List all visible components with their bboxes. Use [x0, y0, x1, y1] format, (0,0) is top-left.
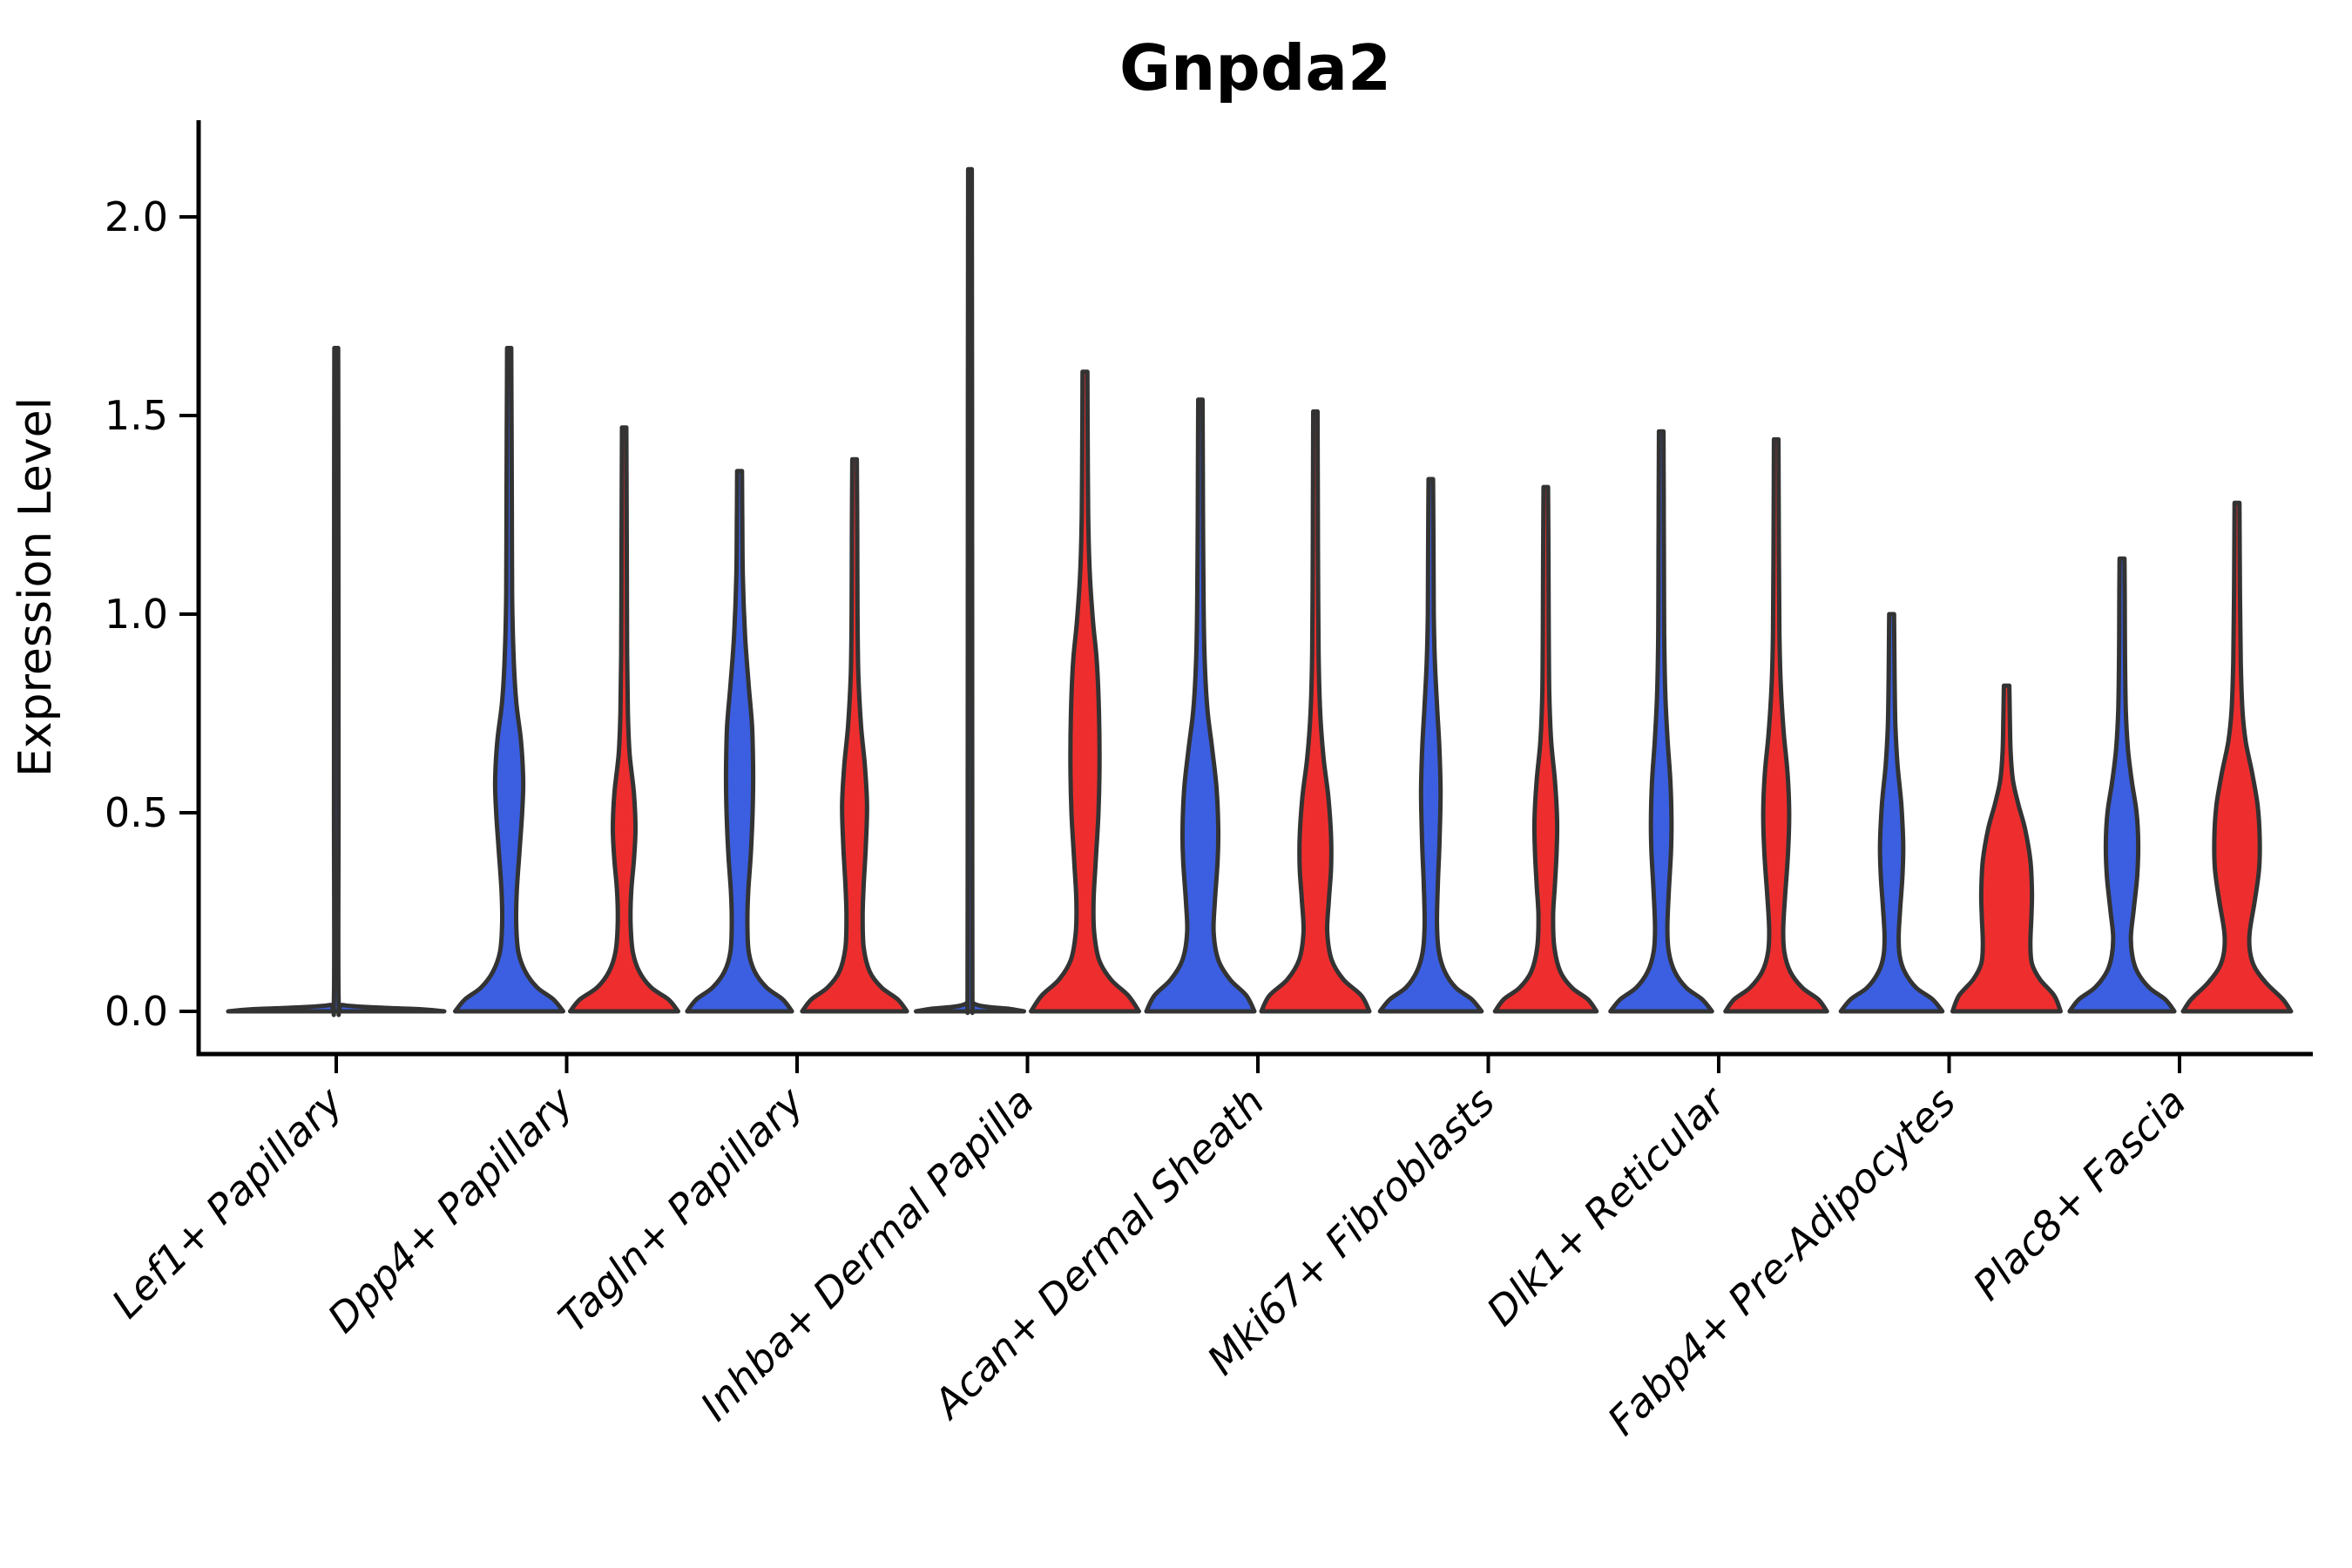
y-tick-label: 0.5 — [105, 789, 168, 836]
violin-shapes — [226, 166, 2294, 1017]
x-tick-label: Dlk1+ Reticular — [1477, 1076, 1736, 1335]
violin-group2 — [1029, 369, 1141, 1014]
chart-title: Gnpda2 — [1119, 31, 1391, 105]
violin-single — [226, 346, 447, 1017]
x-tick-label: Lef1+ Papillary — [103, 1078, 352, 1327]
violin-group1 — [1377, 476, 1484, 1014]
violin-group1 — [2067, 556, 2177, 1014]
violin-group1 — [685, 469, 794, 1014]
x-tick-label: Dpp4+ Papillary — [319, 1078, 583, 1342]
x-tick-label: Plac8+ Fascia — [1963, 1078, 2194, 1309]
violin-group1 — [453, 346, 565, 1014]
x-tick-label: Tagln+ Papillary — [549, 1078, 813, 1342]
y-tick-label: 2.0 — [105, 193, 168, 240]
violin-group2 — [800, 456, 909, 1014]
violin-group2 — [568, 425, 680, 1014]
y-axis-label: Expression Level — [10, 397, 62, 777]
violin-group2 — [2180, 500, 2294, 1014]
violin-group2 — [1492, 484, 1599, 1014]
violin-group2 — [1950, 683, 2063, 1014]
y-tick-label: 0.0 — [105, 988, 168, 1035]
y-axis-ticks: 0.0 0.5 1.0 1.5 2.0 — [105, 193, 199, 1035]
violin-group1 — [1144, 397, 1257, 1014]
violin-group1 — [1608, 429, 1714, 1014]
violin-group1 — [1838, 612, 1945, 1014]
y-tick-label: 1.0 — [105, 591, 168, 638]
y-tick-label: 1.5 — [105, 392, 168, 439]
violin-group2 — [1723, 436, 1829, 1014]
violin-group2 — [1259, 409, 1372, 1014]
violin-group1 — [914, 166, 1026, 1016]
